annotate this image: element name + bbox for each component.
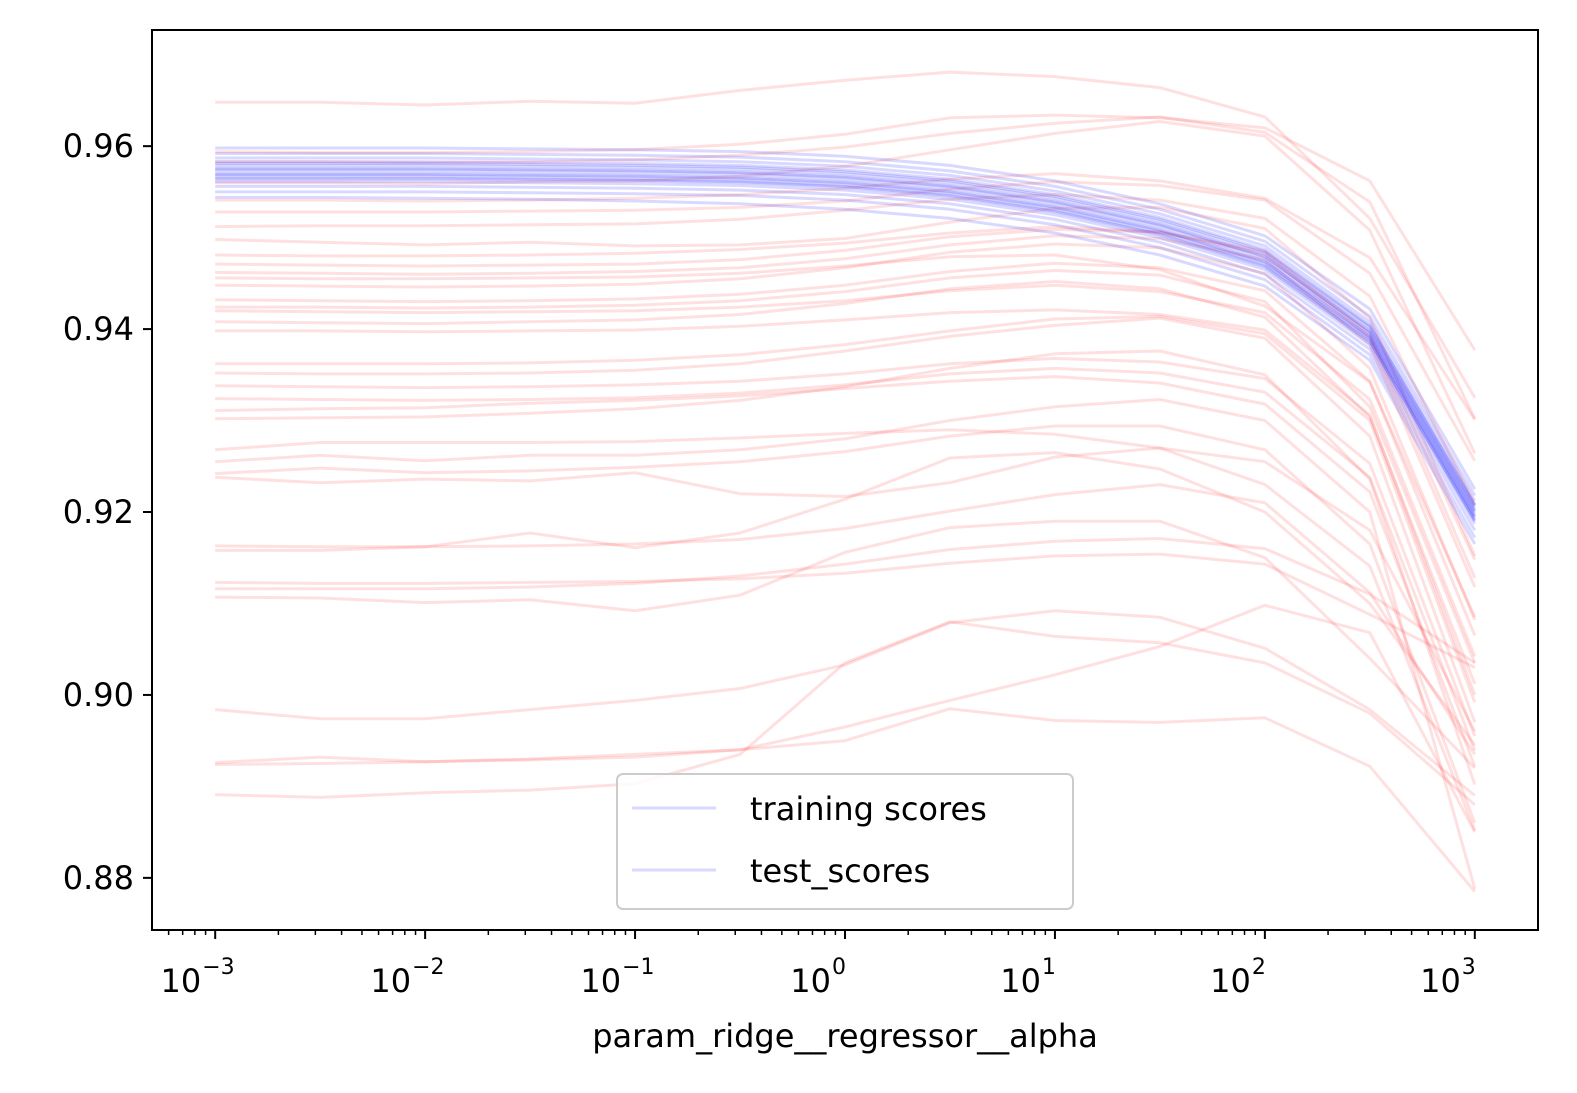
x-axis: 10 −3 10 −2 10 −1 10 0 10 1 10 2 10 3 [160,930,1476,1000]
test-score-line [215,451,1477,747]
training-score-line [215,177,1477,522]
legend-label-training: training scores [750,790,987,828]
x-axis-label: param_ridge__regressor__alpha [592,1017,1098,1055]
x-tick-exponent: 3 [1462,955,1476,980]
training-score-line [215,184,1477,532]
x-tick-label: 10 [580,962,621,1000]
test-score-line [215,446,1477,733]
x-tick-exponent: 1 [1042,955,1056,980]
y-tick-label: 0.88 [63,859,134,897]
training-score-line [215,180,1477,525]
test-score-line [215,519,1476,770]
test-score-line [215,227,1477,579]
test-score-line [215,269,1477,664]
test-score-line [215,115,1477,420]
training-score-line [215,176,1477,521]
test-score-line [215,428,1477,831]
test-score-line [215,253,1477,618]
training-score-line [215,160,1477,506]
test-score-line [215,707,1476,893]
test-score-line [215,113,1477,351]
test-score-line [215,620,1476,806]
test-score-line [215,280,1477,685]
test-score-line [215,180,1477,462]
test-score-line [215,70,1477,399]
y-tick-label: 0.94 [63,310,134,348]
training-score-line [215,173,1477,518]
x-tick-exponent: −2 [412,955,444,980]
legend-label-test: test_scores [750,852,930,890]
test-score-line [215,366,1477,752]
test-score-line [215,172,1477,421]
test-score-line [215,609,1476,797]
training-score-line [215,146,1477,490]
training-score-line [215,172,1477,517]
test-score-line [215,483,1477,756]
test-score-line [215,193,1477,506]
training-score-line [215,162,1477,507]
training-score-line [215,174,1477,520]
test-score-line [215,537,1476,665]
legend: training scores test_scores [616,773,1074,910]
test-score-line [215,424,1477,824]
y-tick-label: 0.92 [63,493,134,531]
x-tick-exponent: 2 [1252,955,1266,980]
y-tick-label: 0.96 [63,127,134,165]
test-score-line [215,349,1477,786]
training-score-line [215,152,1477,497]
training-score-line [215,190,1477,539]
test-score-line [215,225,1477,561]
test-score-line [215,242,1477,621]
test-score-line [215,120,1477,455]
x-tick-label: 10 [1210,962,1251,1000]
training-score-line [215,169,1477,514]
x-tick-label: 10 [370,962,411,1000]
test-score-line [215,283,1477,658]
test-score-line [215,314,1477,703]
test-score-line [215,316,1477,723]
x-tick-label: 10 [160,962,201,1000]
y-axis: 0.88 0.90 0.92 0.94 0.96 [63,127,152,897]
training-score-line [215,163,1477,509]
test-score-line [215,234,1477,588]
y-tick-label: 0.90 [63,676,134,714]
x-tick-exponent: 0 [832,955,846,980]
training-score-line [215,166,1477,511]
test-score-line [215,603,1477,833]
test-score-line [215,356,1477,737]
legend-box [616,773,1074,910]
x-tick-label: 10 [1000,962,1041,1000]
training-score-line [215,156,1477,502]
training-score-line [215,167,1477,512]
test-score-line [215,261,1477,637]
test-score-line [215,398,1477,890]
series-lines [215,70,1477,893]
x-tick-label: 10 [790,962,831,1000]
x-tick-exponent: −1 [622,955,654,980]
test-score-line [215,552,1476,669]
test-score-line [215,308,1477,696]
x-tick-exponent: −3 [202,955,234,980]
test-score-line [215,375,1477,767]
x-tick-label: 10 [1420,962,1461,1000]
training-score-line [215,195,1477,545]
test-score-line [215,205,1477,557]
